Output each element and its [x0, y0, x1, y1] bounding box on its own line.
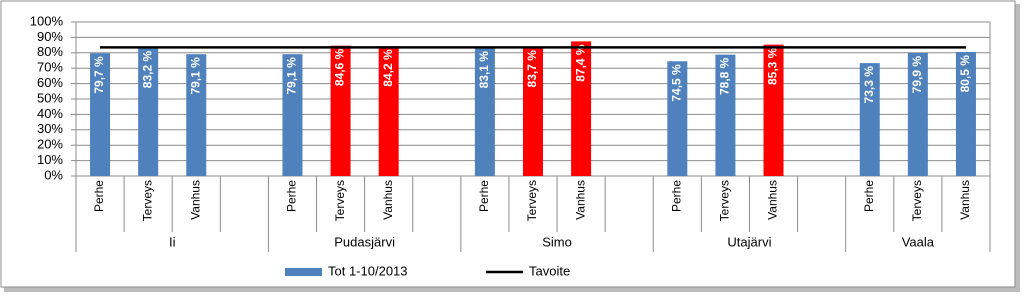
- y-tick-label: 30%: [37, 121, 63, 136]
- bar: [763, 44, 784, 176]
- x-tick-label: Perhe: [285, 180, 299, 212]
- y-tick-label: 80%: [37, 44, 63, 59]
- value-label: 74,5 %: [669, 64, 683, 102]
- bar: [186, 54, 207, 176]
- value-label: 83,7 %: [525, 50, 539, 88]
- y-tick-label: 100%: [30, 13, 64, 28]
- bar: [955, 52, 976, 176]
- value-label: 85,3 %: [766, 47, 780, 85]
- legend-label: Tavoite: [529, 263, 570, 278]
- y-tick-label: 60%: [37, 75, 63, 90]
- y-tick-label: 70%: [37, 60, 63, 75]
- x-tick-label: Terveys: [525, 180, 539, 221]
- value-label: 79,1 %: [285, 57, 299, 95]
- y-tick-label: 50%: [37, 90, 63, 105]
- x-tick-label: Perhe: [862, 180, 876, 212]
- y-tick-label: 90%: [37, 29, 63, 44]
- group-label: Vaala: [902, 234, 935, 249]
- legend-label: Tot 1-10/2013: [328, 263, 408, 278]
- y-tick-label: 20%: [37, 137, 63, 152]
- x-tick-label: Perhe: [92, 180, 106, 212]
- value-label: 87,4 %: [573, 44, 587, 82]
- bar: [859, 63, 880, 177]
- value-label: 84,6 %: [333, 48, 347, 86]
- group-label: Utajärvi: [727, 234, 771, 249]
- x-tick-label: Terveys: [910, 180, 924, 221]
- x-tick-label: Vanhus: [573, 180, 587, 220]
- y-tick-label: 0%: [44, 167, 63, 182]
- value-label: 83,2 %: [140, 51, 154, 89]
- x-tick-label: Vanhus: [766, 180, 780, 220]
- value-label: 79,9 %: [910, 56, 924, 94]
- y-tick-label: 40%: [37, 106, 63, 121]
- bar: [90, 53, 111, 176]
- x-tick-label: Vanhus: [381, 180, 395, 220]
- group-label: Simo: [542, 234, 572, 249]
- x-tick-label: Perhe: [477, 180, 491, 212]
- bar: [907, 52, 928, 177]
- x-tick-label: Perhe: [669, 180, 683, 212]
- value-label: 84,2 %: [381, 49, 395, 87]
- value-label: 80,5 %: [958, 55, 972, 93]
- group-label: Ii: [169, 234, 176, 249]
- legend-swatch: [285, 268, 322, 276]
- value-label: 83,1 %: [477, 51, 491, 89]
- y-tick-label: 10%: [37, 152, 63, 167]
- bar: [523, 47, 543, 176]
- value-label: 79,7 %: [92, 56, 106, 94]
- bar: [571, 41, 592, 177]
- x-tick-label: Vanhus: [188, 180, 202, 220]
- bar: [667, 61, 688, 176]
- x-tick-label: Terveys: [333, 180, 347, 221]
- value-label: 79,1 %: [188, 57, 202, 95]
- value-label: 73,3 %: [862, 66, 876, 104]
- bar: [138, 47, 159, 176]
- bar: [715, 54, 736, 177]
- group-label: Pudasjärvi: [334, 234, 395, 249]
- bar: [378, 46, 399, 176]
- x-tick-label: Terveys: [140, 180, 154, 221]
- bar: [474, 48, 495, 176]
- x-tick-label: Vanhus: [958, 180, 972, 220]
- value-label: 78,8 %: [718, 57, 732, 95]
- bar: [282, 54, 303, 176]
- x-tick-label: Terveys: [718, 180, 732, 221]
- bar: [330, 45, 351, 176]
